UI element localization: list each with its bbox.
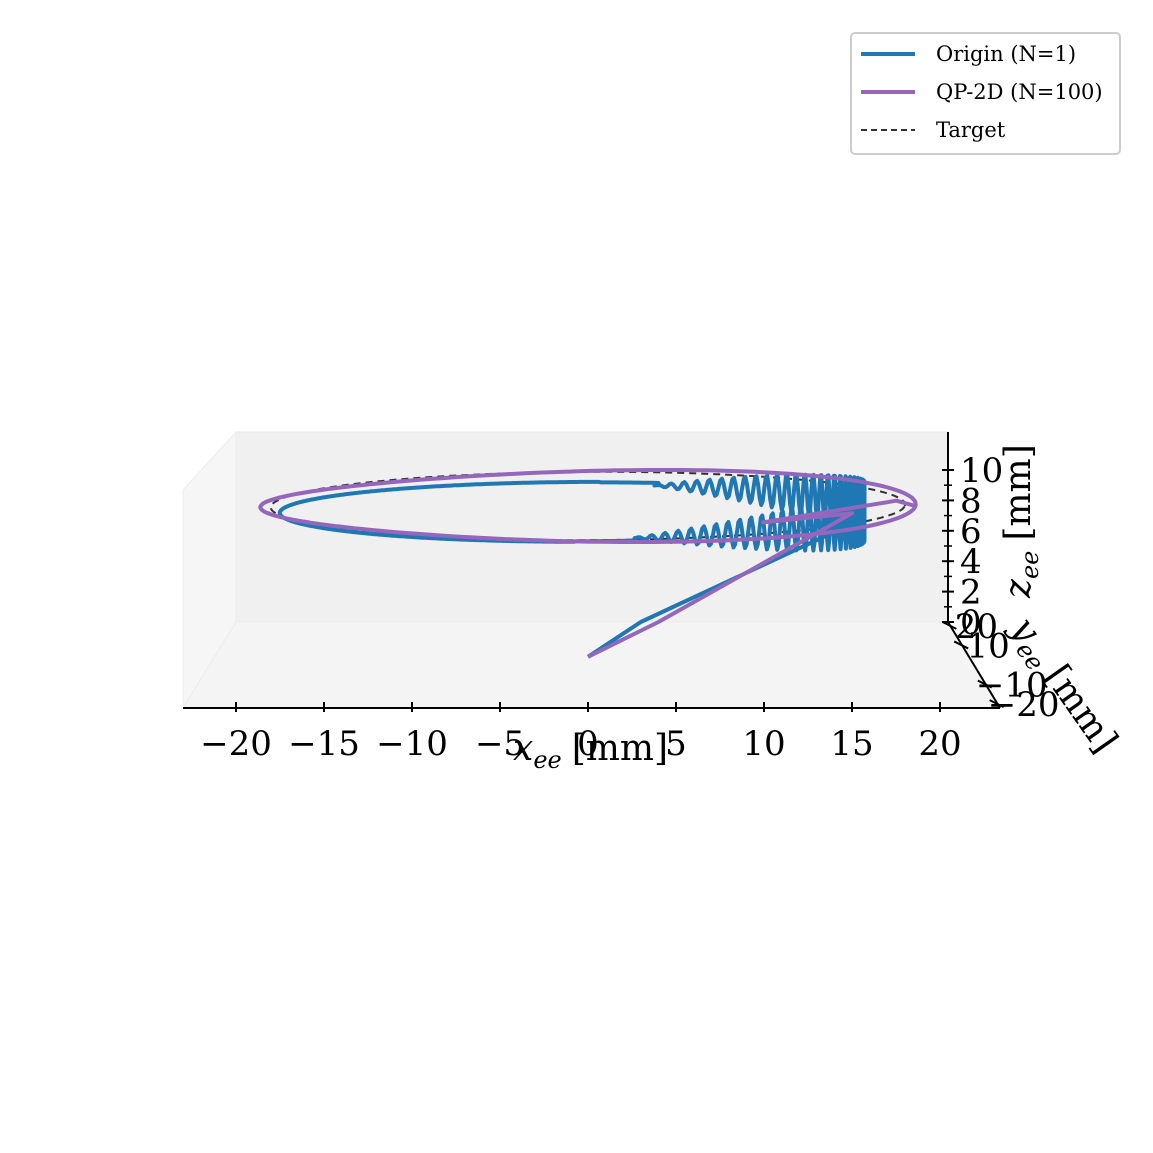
y-tick-mark	[953, 640, 969, 650]
y-tick-mark	[989, 699, 1005, 708]
z-tick-label: 10	[960, 451, 1003, 491]
legend-label-origin: Origin (N=1)	[936, 42, 1076, 66]
z-tick-label: 6	[960, 512, 982, 552]
floor-pane	[182, 621, 1001, 709]
x-tick-label: −15	[288, 724, 360, 764]
legend-entry-origin: Origin (N=1)	[861, 42, 1076, 66]
x-tick-label: −10	[376, 724, 448, 764]
y-tick-label: −10	[976, 666, 1048, 706]
legend: Origin (N=1) QP-2D (N=100) Target	[850, 32, 1121, 155]
y-tick-mark	[977, 679, 993, 689]
x-tick-label: 5	[665, 724, 687, 764]
x-tick-label: 0	[577, 724, 599, 764]
z-tick-label: 8	[960, 481, 982, 521]
y-tick-mark	[941, 621, 957, 630]
x-tick-label: 20	[918, 724, 961, 764]
legend-entry-target: Target	[861, 118, 1006, 142]
x-axis-title: xee [mm]	[513, 728, 668, 774]
z-tick-label: 0	[960, 603, 982, 643]
y-tick-label: −20	[988, 685, 1060, 725]
z-tick-label: 2	[960, 573, 982, 613]
x-tick-label: 10	[742, 724, 785, 764]
z-axis-title: zee[mm]	[998, 444, 1044, 599]
legend-box	[850, 32, 1121, 155]
x-tick-label: −20	[200, 724, 272, 764]
x-tick-label: 15	[830, 724, 873, 764]
y-tick-label: 20	[955, 607, 998, 647]
series-origin-line	[277, 472, 867, 659]
series-qp2d-line	[258, 468, 918, 659]
trajectories	[258, 468, 918, 659]
legend-label-qp2d: QP-2D (N=100)	[936, 80, 1103, 104]
legend-label-target: Target	[936, 118, 1006, 142]
axes-panes	[182, 430, 1001, 710]
z-tick-label: 4	[960, 542, 982, 582]
legend-entry-qp2d: QP-2D (N=100)	[861, 80, 1103, 104]
x-tick-label: −5	[475, 724, 525, 764]
y-tick-label: 10	[967, 626, 1010, 666]
x-axis: −20 −15 −10 −5 0 5 10 15 20 xee [mm]	[183, 702, 1000, 774]
y-axis-line	[947, 621, 1001, 709]
